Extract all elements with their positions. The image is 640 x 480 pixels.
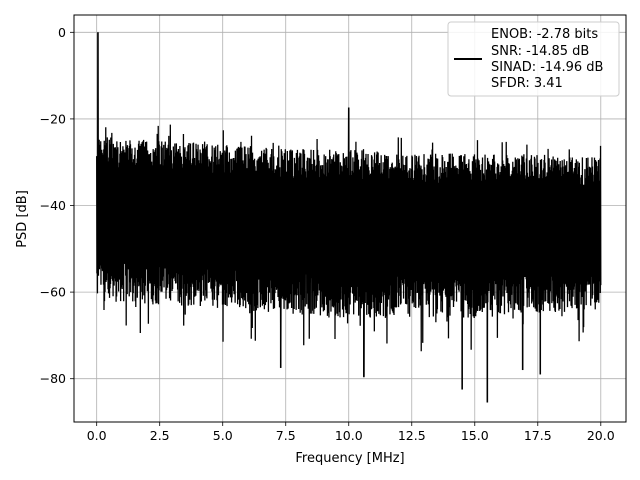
y-tick-label: −40 xyxy=(40,198,66,213)
axis-ticks: 0.0 2.5 5.0 7.5 10.0 12.5 15.0 17.5 20.0 0 −20 −40 −… xyxy=(40,25,615,443)
legend: ENOB: -2.78 bits SNR: -14.85 dB SINAD: -… xyxy=(447,21,620,97)
legend-snr: SNR: -14.85 dB xyxy=(491,44,589,59)
x-tick-label: 7.5 xyxy=(276,428,296,443)
y-axis-label: PSD [dB] xyxy=(15,190,30,248)
x-tick-label: 2.5 xyxy=(150,428,170,443)
axes-frame xyxy=(73,14,627,423)
psd-series-line xyxy=(96,32,602,403)
x-tick-label: 12.5 xyxy=(398,428,426,443)
x-axis-label: Frequency [MHz] xyxy=(295,451,404,466)
plot-area xyxy=(96,32,602,403)
y-tick-label: 0 xyxy=(58,25,66,40)
legend-sfdr: SFDR: 3.41 xyxy=(491,76,563,91)
x-tick-label: 10.0 xyxy=(335,428,363,443)
legend-box xyxy=(447,21,620,97)
x-tick-label: 20.0 xyxy=(587,428,615,443)
y-tick-label: −80 xyxy=(40,371,66,386)
legend-sinad: SINAD: -14.96 dB xyxy=(491,60,603,75)
y-tick-label: −20 xyxy=(40,111,66,126)
legend-enob: ENOB: -2.78 bits xyxy=(491,27,598,42)
x-tick-label: 5.0 xyxy=(213,428,233,443)
y-tick-label: −60 xyxy=(40,285,66,300)
x-tick-label: 0.0 xyxy=(87,428,107,443)
x-tick-label: 15.0 xyxy=(461,428,489,443)
x-tick-label: 17.5 xyxy=(524,428,552,443)
